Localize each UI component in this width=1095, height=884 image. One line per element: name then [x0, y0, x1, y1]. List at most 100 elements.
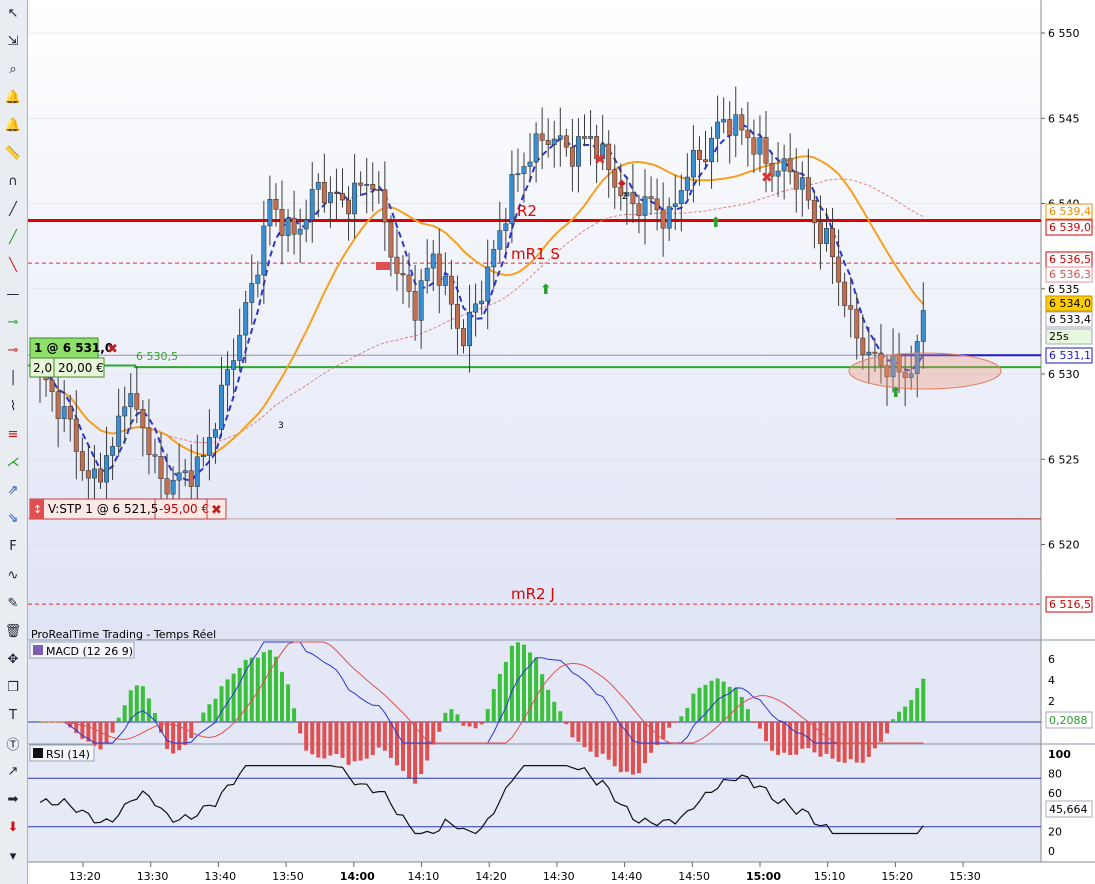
candle-body: [660, 209, 666, 229]
candle-body: [799, 177, 805, 190]
macd-histogram-bar: [570, 722, 575, 738]
line-draw-icon[interactable]: ╱: [9, 202, 17, 218]
macd-histogram-bar: [243, 659, 248, 722]
macd-tick-label: 6: [1048, 653, 1055, 666]
move-icon[interactable]: ✥: [7, 651, 19, 667]
fibonacci-f-icon[interactable]: F: [9, 539, 17, 555]
channel-up-icon[interactable]: ⇗: [7, 483, 19, 499]
candle-body: [73, 418, 79, 452]
macd-histogram-bar: [679, 716, 684, 722]
candle-body: [67, 406, 73, 420]
macd-histogram-bar: [897, 711, 902, 722]
horizontal-line-icon[interactable]: —: [6, 286, 20, 302]
magnet-icon[interactable]: ∩: [8, 174, 18, 190]
r2-label: R2: [517, 202, 537, 220]
horizontal-red-line-icon[interactable]: ⊸: [7, 342, 19, 358]
price-tick-label: 6 525: [1048, 453, 1080, 466]
copy-icon[interactable]: ❐: [7, 679, 19, 695]
stop-box[interactable]: ↕ V:STP 1 @ 6 521,5 -95,00 € ✖: [29, 498, 227, 520]
candle-body: [908, 373, 914, 378]
fibonacci-icon[interactable]: ≡: [7, 427, 19, 442]
zoom-cursor-icon[interactable]: ⇲: [7, 33, 19, 49]
macd-histogram-bar: [703, 684, 708, 722]
candle-body: [206, 437, 212, 456]
mr1-label: mR1 S: [511, 245, 560, 263]
stop-drag-icon[interactable]: ↕: [33, 503, 42, 516]
time-tick-label: 13:30: [137, 870, 169, 883]
macd-histogram-bar: [183, 722, 188, 745]
macd-histogram-bar: [370, 722, 375, 756]
macd-histogram-bar: [891, 719, 896, 722]
uptrend-line-icon[interactable]: ╱: [9, 230, 17, 246]
candle-body: [176, 472, 182, 481]
macd-histogram-bar: [346, 722, 351, 765]
candle-body: [678, 190, 684, 205]
tools-icon[interactable]: ✎: [7, 595, 19, 611]
candle-body: [896, 354, 902, 373]
channel-down-icon[interactable]: ⇘: [7, 511, 19, 527]
macd-histogram-bar: [316, 722, 321, 758]
stop-close-icon[interactable]: ✖: [211, 503, 222, 518]
text-circle-icon[interactable]: Ⓣ: [6, 738, 20, 754]
order-box[interactable]: 1 @ 6 531,0 2,0 20,00 € ✖: [29, 337, 118, 378]
vertical-line-icon[interactable]: │: [9, 370, 17, 386]
polyline-icon[interactable]: ⌇: [9, 398, 17, 414]
downtrend-line-icon[interactable]: ╲: [9, 258, 17, 274]
candle-body: [533, 133, 539, 163]
arrow-right-icon[interactable]: ➡: [7, 792, 19, 808]
candle-body: [690, 149, 696, 178]
candle-body: [727, 119, 733, 136]
candle-body: [213, 429, 218, 438]
scroll-down-icon[interactable]: ▾: [9, 848, 17, 864]
ma-blue-dashed-line: [39, 123, 925, 483]
macd-histogram-bar: [903, 706, 908, 722]
price-level-badge-label: 6 536,3: [1049, 268, 1091, 281]
macd-title-box[interactable]: MACD (12 26 9): [29, 641, 135, 659]
candle-body: [49, 379, 55, 393]
fan-icon[interactable]: ⋌: [6, 455, 20, 471]
alert-bell-icon[interactable]: 🔔: [4, 89, 22, 105]
candle-body: [412, 291, 418, 321]
time-tick-label: 15:20: [881, 870, 913, 883]
candle-body: [255, 274, 261, 284]
candle-body: [503, 223, 509, 231]
alert-bell-edit-icon[interactable]: 🔔: [4, 117, 22, 133]
macd-histogram-bar: [201, 712, 206, 722]
candle-body: [648, 196, 654, 200]
macd-histogram-bar: [298, 722, 303, 734]
macd-histogram-bar: [273, 656, 278, 722]
macd-histogram-bar: [782, 722, 787, 753]
macd-histogram-bar: [552, 701, 557, 722]
macd-histogram-bar: [86, 722, 91, 742]
order-amount: 20,00 €: [58, 361, 104, 375]
macd-histogram-bar: [691, 693, 696, 722]
macd-histogram-bar: [812, 722, 817, 753]
candle-body: [448, 275, 454, 305]
rsi-title-box[interactable]: RSI (14): [29, 744, 95, 762]
highlight-ellipse[interactable]: [848, 352, 1002, 390]
cursor-icon[interactable]: ↖: [7, 5, 19, 21]
candle-body: [818, 222, 823, 244]
price-level-badge-label: 6 536,5: [1049, 253, 1091, 266]
macd-histogram-bar: [649, 722, 654, 753]
macd-histogram-bar: [401, 722, 405, 771]
text-tool-icon[interactable]: T: [9, 708, 17, 723]
ruler-icon[interactable]: 📏: [4, 146, 22, 161]
magnifier-icon[interactable]: ⌕: [9, 61, 17, 77]
price-level-badge-label: 25s: [1049, 330, 1069, 343]
arrow-diagonal-icon[interactable]: ↗: [7, 764, 19, 780]
order-close-icon[interactable]: ✖: [107, 342, 118, 357]
marker-label-3: 3: [278, 421, 284, 431]
candle-body: [775, 170, 781, 177]
macd-histogram-bar: [80, 722, 85, 739]
horizontal-green-line-icon[interactable]: ⊸: [7, 314, 19, 330]
wave-icon[interactable]: ∿: [7, 567, 19, 583]
price-level-badge-label: 6 531,1: [1049, 349, 1091, 362]
arrow-down-red-icon[interactable]: ⬇: [7, 820, 19, 836]
macd-histogram-bar: [878, 722, 883, 742]
macd-histogram-bar: [721, 681, 726, 722]
trash-icon[interactable]: 🗑: [4, 623, 22, 639]
time-tick-label: 14:20: [475, 870, 507, 883]
candle-body: [346, 199, 352, 215]
candle-body: [122, 406, 128, 417]
